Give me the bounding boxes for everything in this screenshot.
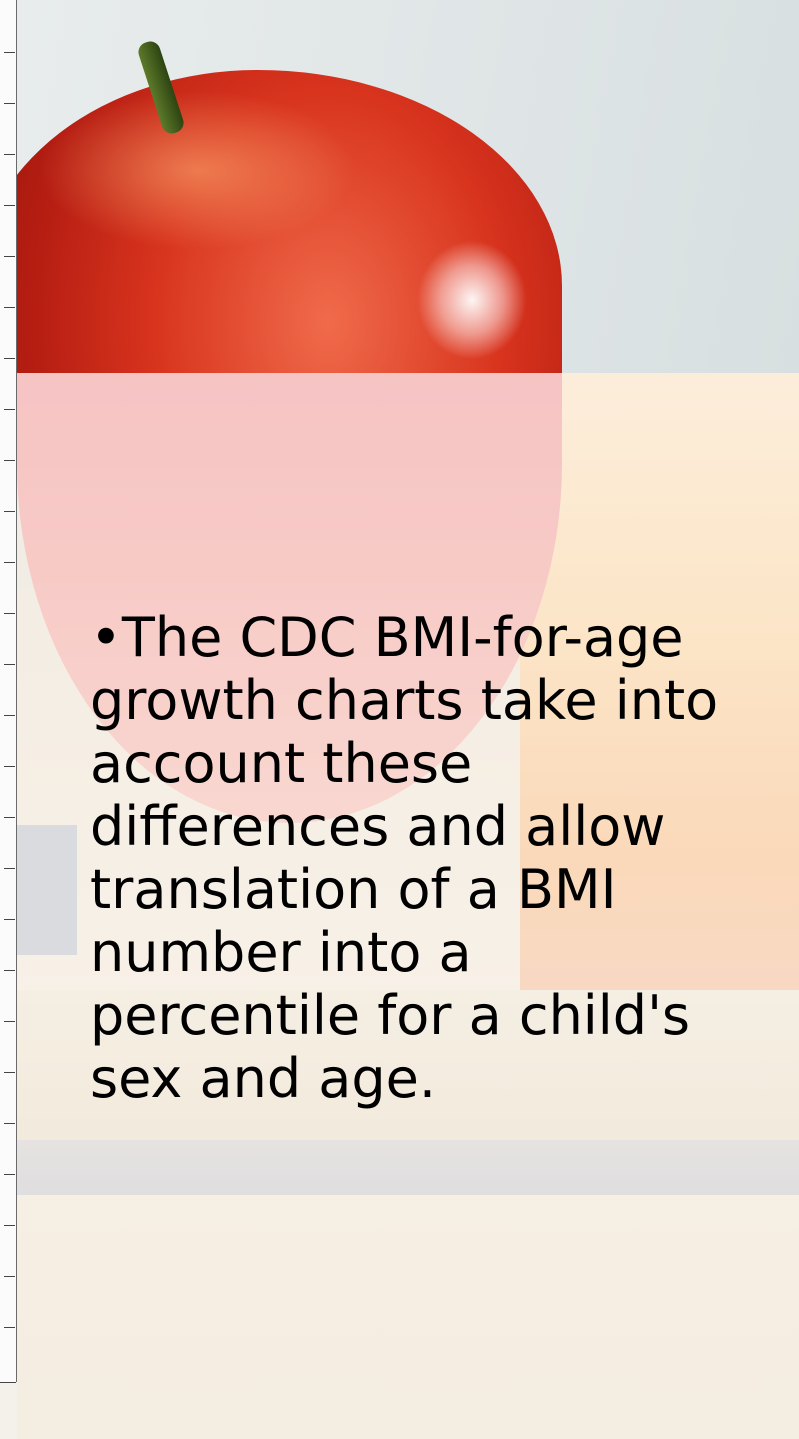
ruler-tick — [4, 358, 15, 359]
vertical-ruler — [0, 0, 17, 1383]
ruler-tick — [4, 766, 15, 767]
ruler-tick — [4, 664, 15, 665]
bullet-marker: • — [90, 606, 122, 669]
book-spine-image — [17, 825, 77, 955]
ruler-tick — [4, 1174, 15, 1175]
ruler-tick — [4, 1327, 15, 1328]
ruler-tick — [4, 154, 15, 155]
ruler-tick — [4, 1225, 15, 1226]
ruler-tick — [4, 205, 15, 206]
bullet-text: The CDC BMI-for-age growth charts take i… — [90, 606, 719, 1110]
ruler-tick — [4, 970, 15, 971]
book-surface-image — [17, 990, 799, 1140]
apple-shine — [417, 240, 527, 360]
ruler-tick — [4, 256, 15, 257]
ruler-tick — [4, 868, 15, 869]
ruler-tick — [4, 817, 15, 818]
ruler-tick — [4, 1021, 15, 1022]
text-overlay-panel — [17, 373, 799, 1439]
ruler-tick — [4, 307, 15, 308]
ruler-tick — [4, 511, 15, 512]
ruler-tick — [4, 103, 15, 104]
book-edge-image — [17, 1140, 799, 1195]
table-surface-image — [17, 1195, 799, 1439]
ruler-tick — [4, 460, 15, 461]
apple-image — [17, 70, 562, 373]
ruler-tick — [4, 52, 15, 53]
apple-highlight — [37, 90, 357, 250]
book-stack-image — [520, 373, 799, 1013]
ruler-tick — [4, 1276, 15, 1277]
ruler-tick — [4, 919, 15, 920]
ruler-corner — [0, 1373, 16, 1383]
ruler-tick — [4, 715, 15, 716]
ruler-tick — [4, 562, 15, 563]
ruler-tick — [4, 409, 15, 410]
ruler-tick — [4, 1123, 15, 1124]
bullet-paragraph: •The CDC BMI-for-age growth charts take … — [90, 606, 730, 1110]
ruler-tick — [4, 1072, 15, 1073]
ruler-tick — [4, 613, 15, 614]
